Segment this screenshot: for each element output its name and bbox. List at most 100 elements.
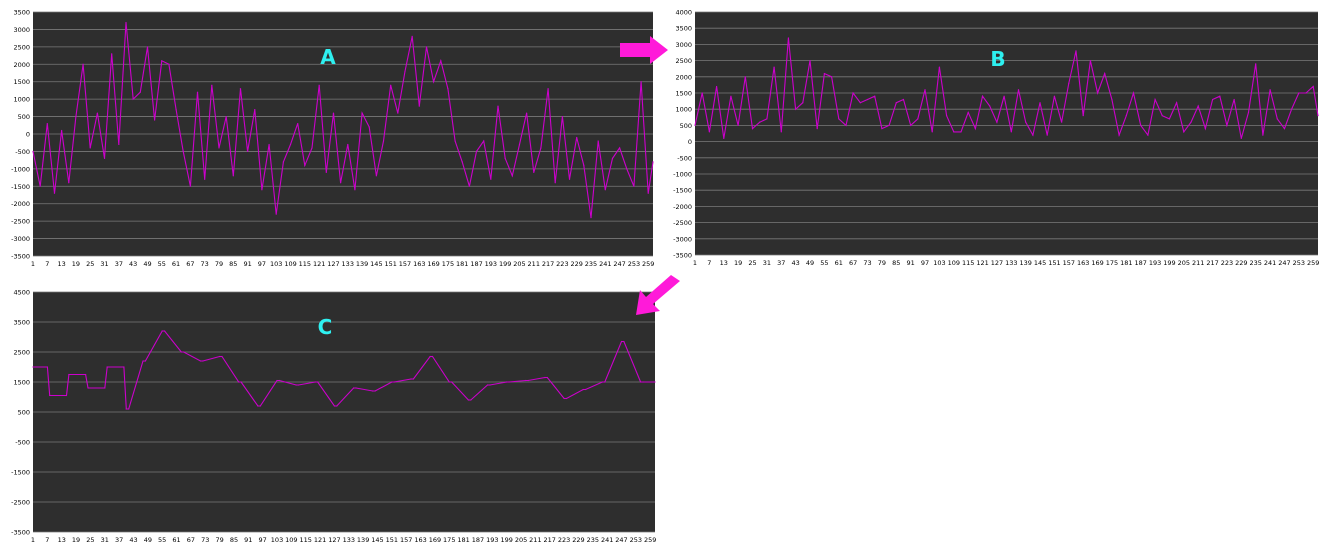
- data-point: [412, 378, 414, 380]
- x-tick-label: 133: [342, 260, 354, 268]
- y-tick-label: 4500: [13, 289, 30, 297]
- x-tick-label: 259: [1307, 259, 1319, 267]
- data-point: [1061, 121, 1063, 123]
- y-tick-label: -1000: [673, 171, 692, 179]
- x-tick-label: 103: [270, 260, 282, 268]
- x-tick-label: 151: [384, 260, 396, 268]
- x-tick-label: 43: [129, 260, 137, 268]
- data-point: [161, 60, 163, 62]
- data-point: [440, 60, 442, 62]
- x-tick-label: 229: [570, 260, 582, 268]
- data-point: [87, 387, 89, 389]
- data-point: [175, 109, 177, 111]
- x-tick-label: 79: [878, 259, 886, 267]
- data-point: [282, 161, 284, 163]
- data-point: [111, 53, 113, 55]
- data-point: [461, 161, 463, 163]
- data-point: [546, 376, 548, 379]
- x-tick-label: 19: [72, 536, 80, 544]
- data-point: [247, 150, 249, 153]
- x-tick-label: 31: [101, 536, 109, 544]
- data-point: [838, 118, 840, 120]
- y-tick-label: 2500: [675, 57, 692, 65]
- data-point: [1204, 128, 1206, 130]
- x-tick-label: 31: [100, 260, 108, 268]
- data-point: [737, 124, 739, 126]
- data-point: [278, 379, 281, 382]
- x-tick-label: 151: [386, 536, 398, 544]
- data-point: [53, 192, 56, 194]
- y-tick-label: -2500: [11, 499, 30, 507]
- x-tick-label: 61: [172, 260, 180, 268]
- x-tick-label: 241: [599, 260, 611, 268]
- data-point: [526, 112, 528, 114]
- data-point: [504, 157, 506, 159]
- x-tick-label: 79: [215, 536, 223, 544]
- x-tick-label: 193: [1149, 259, 1161, 267]
- data-point: [410, 378, 412, 380]
- data-point: [132, 98, 134, 100]
- y-tick-label: 1500: [13, 78, 30, 86]
- data-point: [103, 157, 106, 159]
- data-point: [967, 111, 969, 114]
- y-tick-label: -2000: [11, 200, 30, 208]
- data-point: [723, 137, 725, 139]
- x-tick-label: 163: [413, 260, 425, 268]
- x-tick-label: 199: [1163, 259, 1175, 267]
- x-tick-label: 127: [328, 536, 340, 544]
- data-point: [340, 182, 342, 184]
- data-point: [125, 408, 127, 410]
- data-point: [881, 128, 883, 130]
- y-tick-label: 3000: [675, 41, 692, 49]
- x-tick-label: 133: [343, 536, 355, 544]
- x-tick-label: 103: [933, 259, 945, 267]
- plot-area: [695, 12, 1318, 255]
- data-point: [1017, 89, 1020, 91]
- data-point: [118, 143, 120, 146]
- data-point: [475, 150, 478, 153]
- data-point: [49, 394, 51, 397]
- data-point: [144, 360, 147, 362]
- y-tick-label: -2500: [673, 219, 692, 227]
- data-point: [297, 384, 300, 386]
- y-tick-label: -2000: [673, 203, 692, 211]
- data-point: [938, 66, 941, 68]
- x-tick-label: 1: [693, 259, 697, 267]
- data-point: [866, 98, 869, 101]
- x-tick-label: 7: [45, 536, 49, 544]
- y-tick-label: -3000: [673, 235, 692, 243]
- data-point: [336, 405, 338, 407]
- data-point: [1211, 98, 1214, 101]
- x-tick-label: 61: [172, 536, 180, 544]
- x-tick-label: 73: [201, 536, 209, 544]
- x-tick-label: 127: [991, 259, 1003, 267]
- data-point: [527, 379, 529, 382]
- data-point: [89, 147, 91, 149]
- data-point: [859, 102, 861, 104]
- x-tick-label: 229: [1235, 259, 1247, 267]
- data-point: [104, 387, 106, 389]
- data-point: [429, 355, 431, 358]
- x-tick-label: 253: [630, 536, 642, 544]
- x-tick-label: 193: [485, 260, 497, 268]
- x-tick-label: 223: [1221, 259, 1233, 267]
- x-tick-label: 163: [1077, 259, 1089, 267]
- data-point: [989, 105, 991, 107]
- data-point: [730, 95, 732, 97]
- data-point: [895, 102, 897, 104]
- data-point: [563, 397, 565, 400]
- data-point: [1140, 124, 1142, 126]
- y-tick-label: -3500: [11, 253, 30, 261]
- data-point: [823, 72, 825, 75]
- x-tick-label: 205: [513, 260, 525, 268]
- data-point: [654, 381, 656, 383]
- x-tick-label: 199: [500, 536, 512, 544]
- data-point: [1262, 134, 1264, 136]
- data-point: [1053, 95, 1056, 97]
- panel-label: B: [990, 47, 1005, 71]
- data-point: [1317, 115, 1319, 117]
- x-tick-label: 175: [442, 260, 454, 268]
- data-point: [202, 360, 204, 362]
- data-point: [391, 381, 393, 383]
